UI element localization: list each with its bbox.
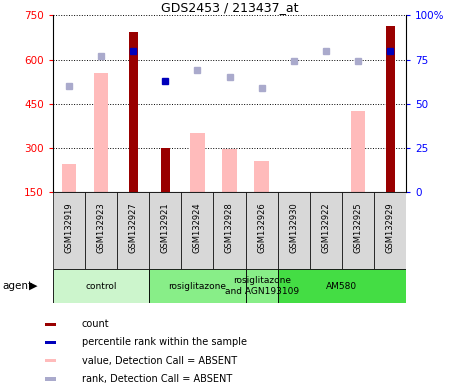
Bar — [45, 341, 56, 344]
Text: GSM132927: GSM132927 — [129, 202, 138, 253]
Bar — [181, 192, 213, 269]
Text: rank, Detection Call = ABSENT: rank, Detection Call = ABSENT — [82, 374, 232, 384]
Bar — [278, 269, 406, 303]
Bar — [45, 377, 56, 381]
Text: GSM132923: GSM132923 — [96, 202, 106, 253]
Title: GDS2453 / 213437_at: GDS2453 / 213437_at — [161, 1, 298, 14]
Bar — [53, 192, 85, 269]
Bar — [246, 192, 278, 269]
Text: GSM132922: GSM132922 — [321, 202, 330, 253]
Text: GSM132929: GSM132929 — [386, 202, 395, 253]
Text: AM580: AM580 — [326, 281, 358, 291]
Bar — [85, 192, 117, 269]
Bar — [45, 359, 56, 362]
Bar — [117, 192, 149, 269]
Bar — [45, 323, 56, 326]
Bar — [254, 161, 269, 192]
Text: rosiglitazone
and AGN193109: rosiglitazone and AGN193109 — [224, 276, 299, 296]
Text: GSM132921: GSM132921 — [161, 202, 170, 253]
Text: value, Detection Call = ABSENT: value, Detection Call = ABSENT — [82, 356, 237, 366]
Bar — [161, 148, 170, 192]
Bar — [53, 269, 149, 303]
Text: GSM132924: GSM132924 — [193, 202, 202, 253]
Bar — [190, 133, 205, 192]
Text: GSM132928: GSM132928 — [225, 202, 234, 253]
Text: count: count — [82, 319, 109, 329]
Text: control: control — [85, 281, 117, 291]
Text: percentile rank within the sample: percentile rank within the sample — [82, 338, 246, 348]
Bar — [213, 192, 246, 269]
Bar — [278, 192, 310, 269]
Bar — [62, 164, 76, 192]
Text: ▶: ▶ — [29, 281, 38, 291]
Bar — [149, 192, 181, 269]
Text: GSM132919: GSM132919 — [64, 202, 73, 253]
Bar — [386, 26, 395, 192]
Text: rosiglitazone: rosiglitazone — [168, 281, 226, 291]
Text: GSM132930: GSM132930 — [289, 202, 298, 253]
Bar — [310, 192, 342, 269]
Bar — [94, 73, 108, 192]
Bar — [351, 111, 365, 192]
Bar — [129, 31, 138, 192]
Text: agent: agent — [2, 281, 33, 291]
Bar — [374, 192, 406, 269]
Bar — [342, 192, 374, 269]
Text: GSM132925: GSM132925 — [353, 202, 363, 253]
Text: GSM132926: GSM132926 — [257, 202, 266, 253]
Bar — [222, 149, 237, 192]
Bar — [246, 269, 278, 303]
Bar — [149, 269, 246, 303]
